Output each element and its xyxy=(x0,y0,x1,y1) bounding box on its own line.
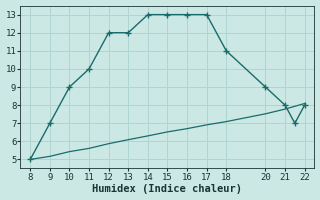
X-axis label: Humidex (Indice chaleur): Humidex (Indice chaleur) xyxy=(92,184,243,194)
